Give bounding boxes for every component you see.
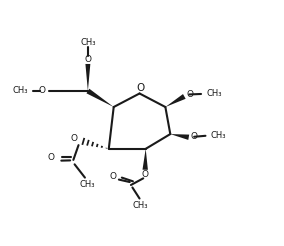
Text: CH₃: CH₃ [80,38,96,47]
Polygon shape [170,134,189,140]
Text: O: O [84,55,91,63]
Text: CH₃: CH₃ [211,131,226,140]
Text: O: O [142,170,149,179]
Polygon shape [85,64,90,91]
Text: O: O [47,154,55,162]
Polygon shape [165,94,186,107]
Polygon shape [86,89,114,107]
Text: O: O [39,86,45,95]
Polygon shape [143,149,148,170]
Text: CH₃: CH₃ [80,180,95,189]
Text: O: O [137,83,145,93]
Text: CH₃: CH₃ [132,201,148,210]
Text: O: O [186,90,193,99]
Text: CH₃: CH₃ [206,89,222,98]
Text: O: O [191,132,197,141]
Text: O: O [70,134,77,143]
Text: CH₃: CH₃ [12,86,28,95]
Text: O: O [110,172,117,181]
